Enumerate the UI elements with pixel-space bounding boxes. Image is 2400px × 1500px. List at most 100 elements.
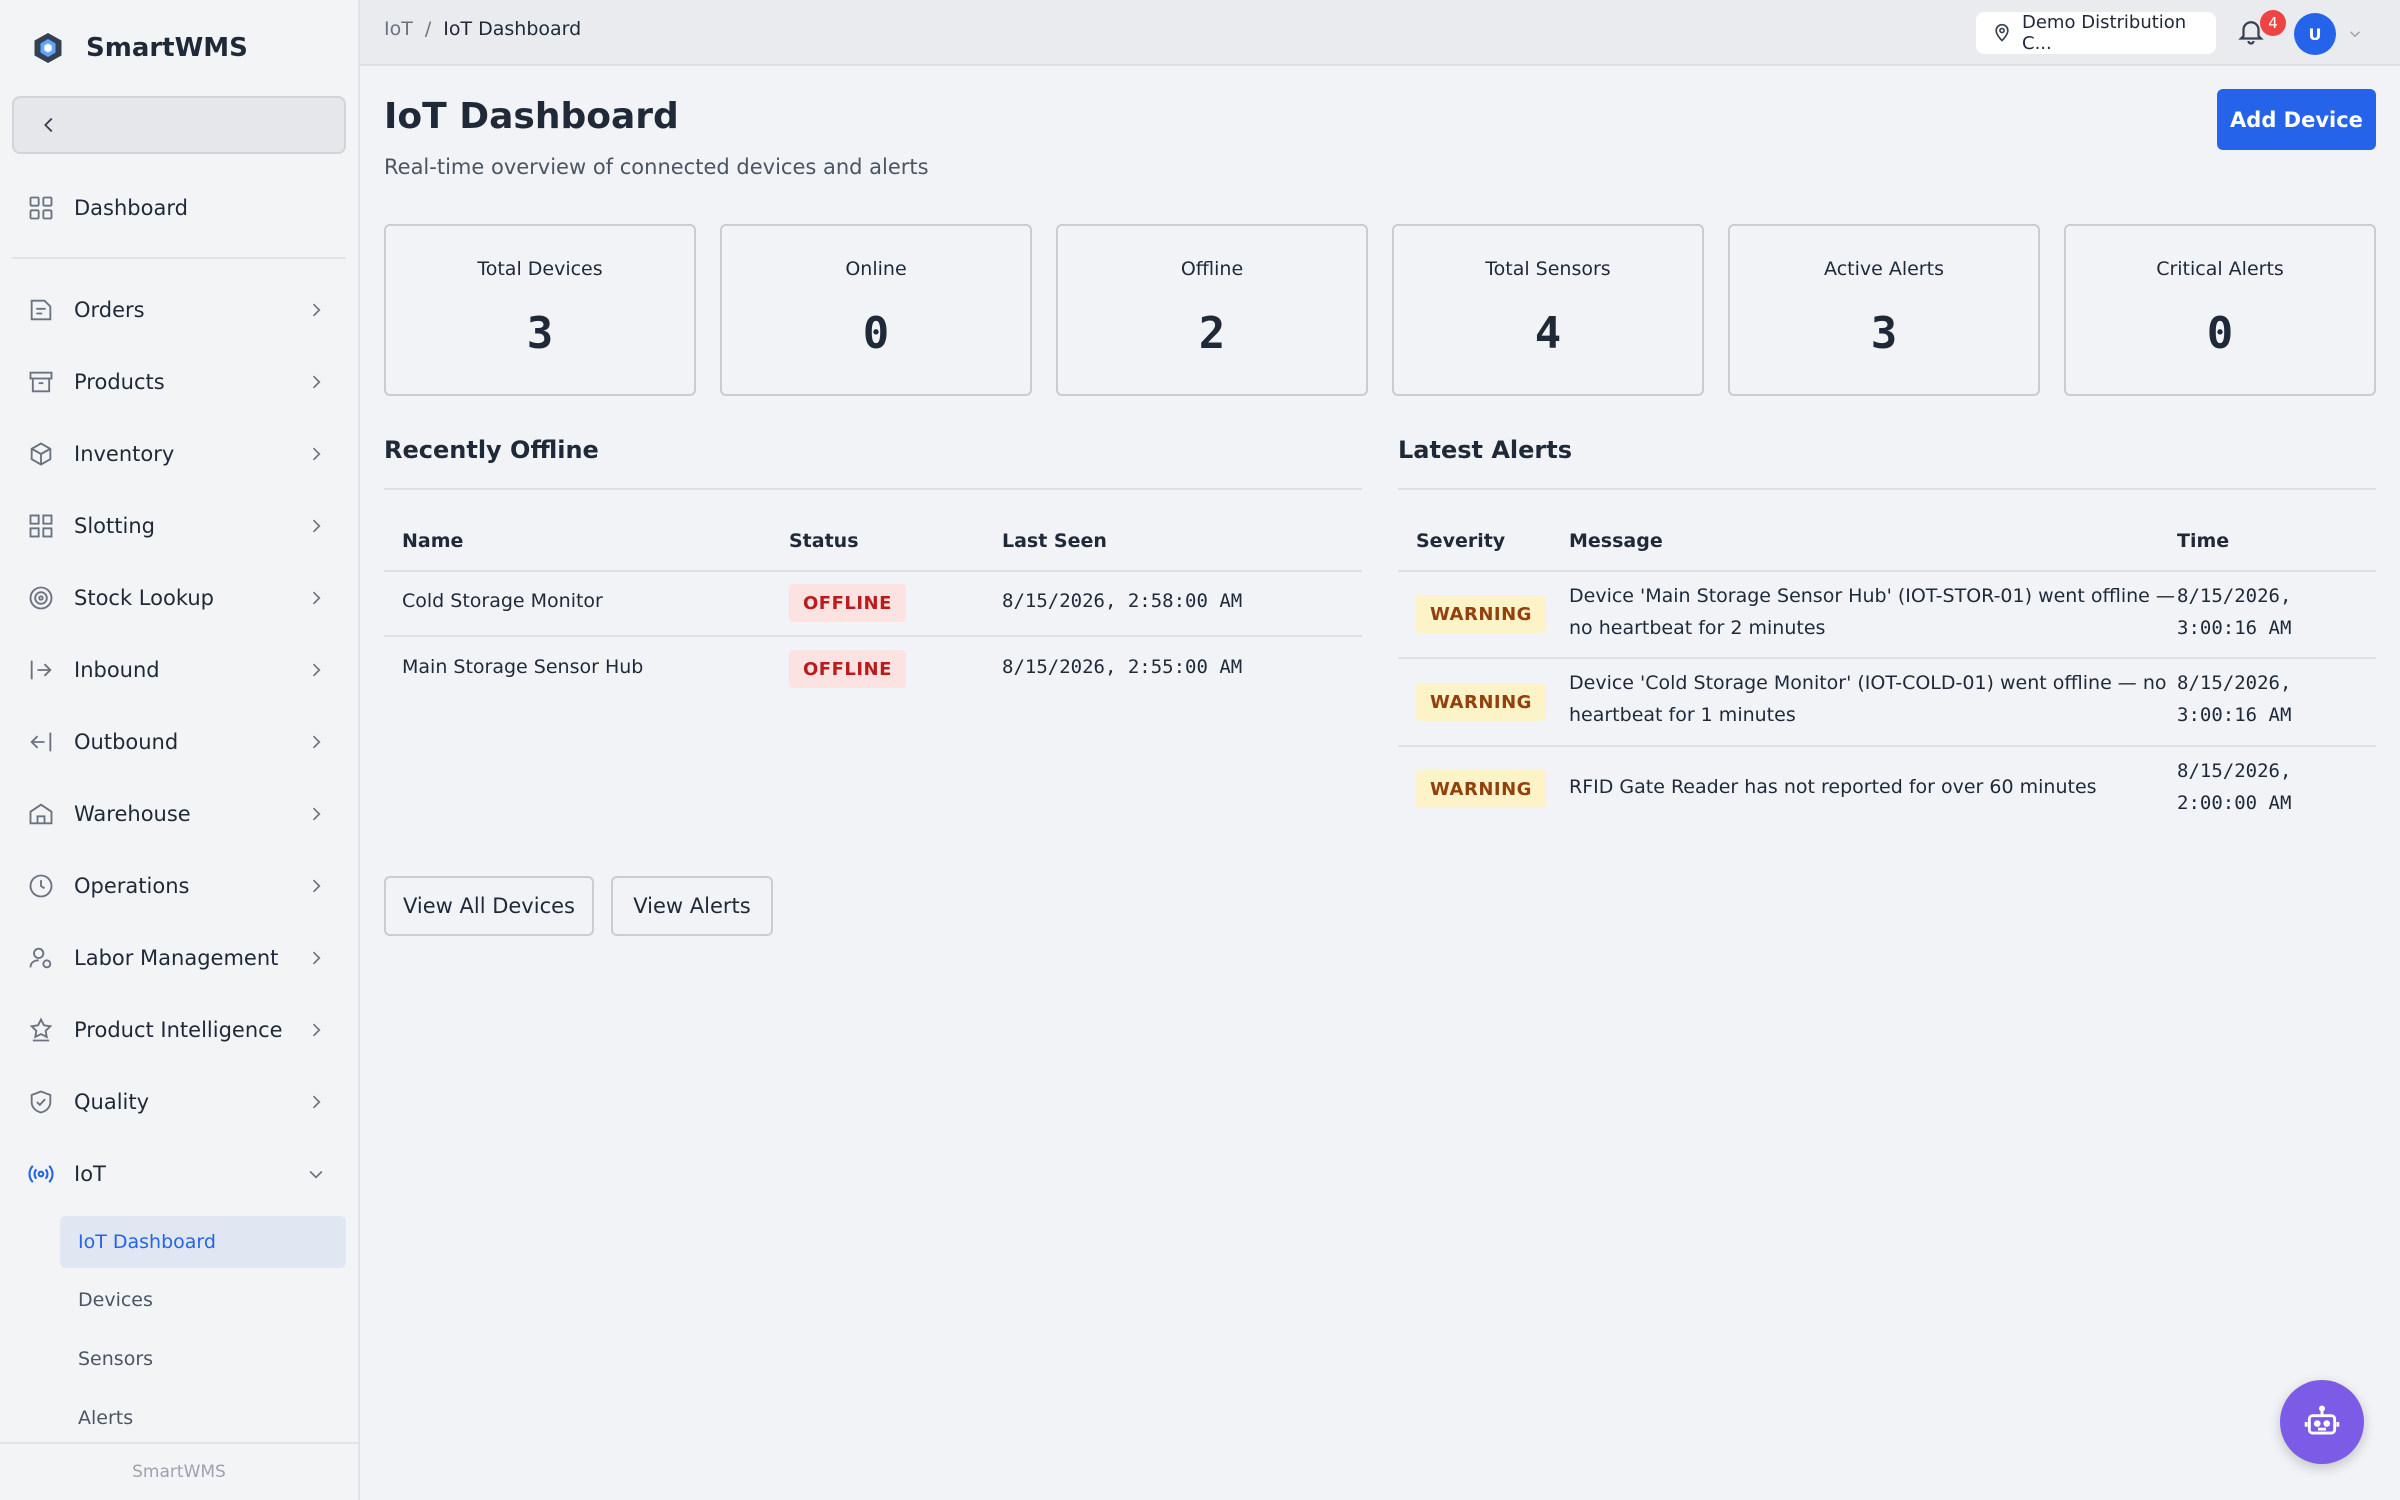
sidebar-subitem-alerts[interactable]: Alerts	[78, 1407, 134, 1429]
column-header-last-seen: Last Seen	[1002, 530, 1107, 552]
stat-card-active-alerts: Active Alerts 3	[1728, 224, 2040, 396]
severity-badge: WARNING	[1416, 595, 1546, 633]
sidebar-item-label: IoT	[74, 1162, 106, 1186]
brand[interactable]: SmartWMS	[30, 26, 248, 70]
section-divider	[384, 488, 1362, 490]
recently-offline-title: Recently Offline	[384, 436, 599, 464]
sidebar-item-orders[interactable]: Orders	[26, 286, 326, 334]
home-icon	[26, 799, 56, 829]
alert-time: 8/15/2026,	[2177, 760, 2292, 782]
sidebar-item-labor-management[interactable]: Labor Management	[26, 934, 326, 982]
sidebar-divider	[12, 257, 346, 259]
notification-count-badge: 4	[2260, 10, 2286, 36]
chevron-down-icon[interactable]	[2346, 25, 2364, 43]
sidebar-item-warehouse[interactable]: Warehouse	[26, 790, 326, 838]
sidebar-item-inbound[interactable]: Inbound	[26, 646, 326, 694]
page-subtitle: Real-time overview of connected devices …	[384, 155, 929, 179]
sidebar-item-label: Stock Lookup	[74, 586, 214, 610]
sidebar-item-label: Slotting	[74, 514, 155, 538]
device-name: Cold Storage Monitor	[402, 590, 603, 612]
sidebar-item-products[interactable]: Products	[26, 358, 326, 406]
sidebar-item-label: Operations	[74, 874, 190, 898]
stat-label: Total Sensors	[1485, 258, 1611, 280]
column-header-time: Time	[2177, 530, 2230, 552]
alert-time: 8/15/2026,	[2177, 672, 2292, 694]
chevron-right-icon	[312, 519, 321, 533]
stat-card-offline: Offline 2	[1056, 224, 1368, 396]
status-badge: OFFLINE	[789, 584, 906, 622]
chevron-right-icon	[312, 1095, 321, 1109]
chevron-right-icon	[312, 591, 321, 605]
sidebar-item-dashboard[interactable]: Dashboard	[26, 184, 326, 232]
sidebar-subitem-devices[interactable]: Devices	[78, 1289, 153, 1311]
row-divider	[1398, 657, 2376, 659]
collapse-sidebar-button[interactable]	[12, 96, 346, 154]
chevron-right-icon	[312, 447, 321, 461]
sidebar-item-quality[interactable]: Quality	[26, 1078, 326, 1126]
assistant-fab-button[interactable]	[2280, 1380, 2364, 1464]
robot-icon	[2304, 1405, 2340, 1435]
status-badge: OFFLINE	[789, 650, 906, 688]
view-all-devices-button[interactable]: View All Devices	[384, 876, 594, 936]
latest-alerts-title: Latest Alerts	[1398, 436, 1573, 464]
cube-icon	[26, 439, 56, 469]
chevron-right-icon	[312, 303, 321, 317]
chevron-right-icon	[312, 807, 321, 821]
sidebar-item-inventory[interactable]: Inventory	[26, 430, 326, 478]
table-header-divider	[384, 570, 1362, 572]
stat-value: 0	[862, 308, 890, 359]
sidebar-item-operations[interactable]: Operations	[26, 862, 326, 910]
view-alerts-button[interactable]: View Alerts	[611, 876, 773, 936]
alert-message: RFID Gate Reader has not reported for ov…	[1569, 776, 2097, 798]
breadcrumb-current: IoT Dashboard	[443, 18, 582, 40]
sidebar-item-stock-lookup[interactable]: Stock Lookup	[26, 574, 326, 622]
chevron-right-icon	[312, 735, 321, 749]
row-divider	[384, 635, 1362, 637]
target-icon	[26, 583, 56, 613]
grid-icon	[26, 193, 56, 223]
add-device-button[interactable]: Add Device	[2217, 89, 2376, 150]
sidebar-item-slotting[interactable]: Slotting	[26, 502, 326, 550]
breadcrumb-iot[interactable]: IoT	[384, 18, 413, 40]
stat-value: 2	[1198, 308, 1226, 359]
sidebar-item-label: Inbound	[74, 658, 160, 682]
alert-message: Device 'Cold Storage Monitor' (IOT-COLD-…	[1569, 672, 2167, 694]
broadcast-icon	[26, 1159, 56, 1189]
severity-badge: WARNING	[1416, 683, 1546, 721]
avatar[interactable]: U	[2294, 13, 2336, 55]
stat-label: Active Alerts	[1824, 258, 1944, 280]
sidebar: SmartWMS Dashboard Orders Products Inven…	[0, 0, 360, 1500]
sidebar-subitem-iot-dashboard[interactable]: IoT Dashboard	[60, 1216, 346, 1268]
sidebar-item-label: Orders	[74, 298, 145, 322]
stat-card-online: Online 0	[720, 224, 1032, 396]
chevron-right-icon	[312, 1023, 321, 1037]
stat-label: Offline	[1180, 258, 1244, 280]
logo-icon	[34, 33, 62, 63]
chevron-right-icon	[312, 663, 321, 677]
chevron-right-icon	[312, 951, 321, 965]
sidebar-item-label: Labor Management	[74, 946, 279, 970]
column-header-status: Status	[789, 530, 859, 552]
sidebar-subitem-sensors[interactable]: Sensors	[78, 1348, 154, 1370]
stat-label: Critical Alerts	[2156, 258, 2284, 280]
section-divider	[1398, 488, 2376, 490]
chevron-down-icon	[309, 1170, 323, 1179]
sidebar-item-outbound[interactable]: Outbound	[26, 718, 326, 766]
location-selector[interactable]: Demo Distribution C...	[1976, 12, 2216, 54]
column-header-severity: Severity	[1416, 530, 1506, 552]
logout-icon	[26, 727, 56, 757]
brand-name: SmartWMS	[86, 33, 248, 63]
alert-time-line2: 2:00:00 AM	[2177, 792, 2292, 814]
chevron-right-icon	[312, 879, 321, 893]
sidebar-item-label: Product Intelligence	[74, 1018, 283, 1042]
sidebar-item-product-intelligence[interactable]: Product Intelligence	[26, 1006, 326, 1054]
award-icon	[26, 1015, 56, 1045]
notifications-button[interactable]	[2236, 16, 2270, 50]
sidebar-item-iot[interactable]: IoT	[26, 1150, 326, 1198]
sidebar-item-label: Products	[74, 370, 165, 394]
location-label: Demo Distribution C...	[2022, 12, 2187, 54]
alert-time-line2: 3:00:16 AM	[2177, 617, 2292, 639]
stat-value: 0	[2206, 308, 2234, 359]
stat-card-total-sensors: Total Sensors 4	[1392, 224, 1704, 396]
topbar: IoT / IoT Dashboard Demo Distribution C.…	[360, 0, 2400, 66]
